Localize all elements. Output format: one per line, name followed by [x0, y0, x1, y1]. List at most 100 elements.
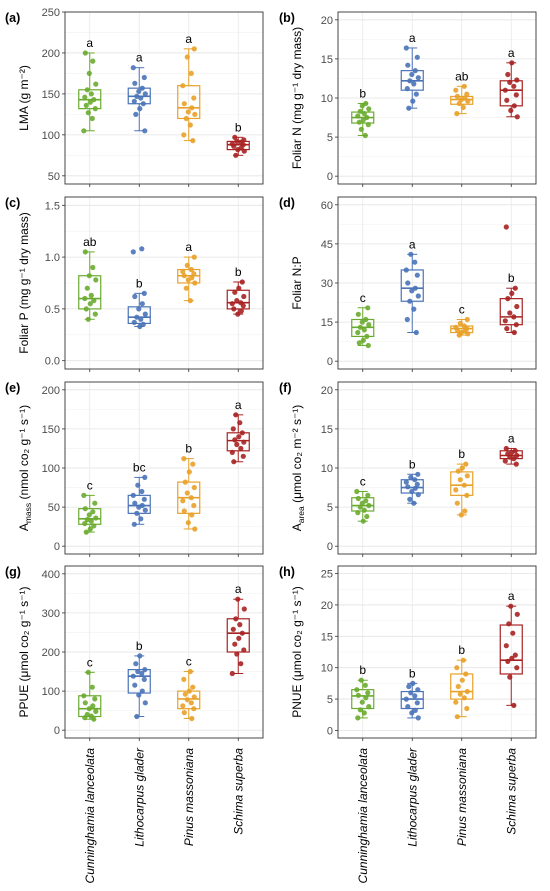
data-point	[511, 329, 517, 336]
data-point	[86, 70, 92, 76]
panel-e: 0 50 100 150 200 c bc b a (e) Amass (nmol co₂ g⁻¹ …	[5, 381, 264, 557]
data-point	[191, 706, 197, 712]
box-3	[226, 134, 250, 158]
data-point	[415, 687, 421, 693]
data-point	[366, 106, 372, 112]
y-tick-label: 60	[321, 200, 333, 212]
data-point	[503, 643, 509, 649]
data-point	[191, 254, 197, 260]
data-point	[415, 492, 421, 498]
data-point	[415, 75, 421, 81]
data-point	[180, 83, 186, 89]
data-point	[130, 65, 136, 71]
box-3	[499, 224, 523, 336]
data-point	[180, 703, 186, 709]
data-point	[93, 708, 99, 715]
data-point	[403, 479, 409, 485]
data-point	[230, 626, 236, 632]
panel-border	[64, 381, 264, 555]
data-point	[456, 100, 462, 107]
data-point	[403, 267, 409, 273]
y-tick-label: 50	[48, 171, 60, 183]
y-tick-label: 0	[327, 725, 333, 737]
data-point	[403, 696, 409, 702]
data-point	[84, 87, 90, 93]
data-point	[88, 91, 94, 97]
data-point	[131, 98, 137, 104]
significance-letter: b	[409, 666, 416, 680]
data-point	[412, 68, 418, 74]
data-point	[415, 293, 421, 299]
data-point	[408, 251, 414, 257]
box-iqr	[78, 508, 102, 525]
box-0	[78, 492, 102, 535]
data-point	[88, 292, 94, 298]
data-point	[142, 474, 148, 480]
y-axis-label: LMA (g m⁻²)	[17, 65, 31, 131]
y-tick-label: 45	[321, 239, 333, 251]
data-point	[84, 517, 90, 523]
data-point	[454, 665, 460, 671]
data-point	[84, 285, 90, 291]
data-point	[191, 484, 197, 491]
significance-letter: c	[459, 302, 465, 316]
data-point	[505, 296, 511, 302]
data-point	[142, 667, 148, 673]
data-point	[505, 658, 511, 665]
panel-label: (f)	[279, 381, 292, 395]
data-point	[191, 694, 197, 700]
significance-letter: b	[136, 639, 143, 653]
y-tick-label: 0.5	[45, 304, 60, 316]
box-2	[177, 254, 201, 304]
data-point	[141, 74, 147, 81]
data-point	[139, 246, 145, 252]
y-axis-label: Foliar N (mg g⁻¹ dry mass)	[290, 27, 304, 169]
data-point	[365, 690, 371, 696]
data-point	[232, 134, 238, 140]
data-point	[464, 316, 470, 323]
data-point	[504, 326, 510, 332]
box-0	[351, 677, 375, 721]
y-tick-label: 5	[327, 132, 333, 144]
box-1	[127, 65, 151, 134]
significance-letter: ab	[83, 235, 97, 249]
data-point	[132, 293, 138, 300]
data-point	[92, 696, 98, 702]
data-point	[453, 699, 459, 705]
x-category-label: Lithocarpus glader	[405, 747, 419, 847]
data-point	[89, 684, 95, 690]
data-point	[366, 502, 372, 509]
data-point	[229, 141, 235, 147]
data-point	[136, 306, 142, 312]
data-point	[136, 692, 142, 698]
data-point	[455, 683, 461, 690]
data-point	[140, 321, 146, 327]
data-point	[512, 448, 518, 454]
data-point	[82, 94, 88, 100]
data-point	[190, 138, 196, 144]
data-point	[361, 507, 367, 513]
data-point	[458, 512, 464, 518]
panel-b: 0 5 10 15 20 b a ab a (b) Foliar N (mg g⁻¹ dry mas…	[279, 11, 537, 187]
data-point	[461, 482, 467, 488]
significance-letter: b	[458, 447, 465, 461]
data-point	[234, 441, 240, 448]
box-3	[226, 412, 250, 465]
data-point	[514, 611, 520, 617]
y-tick-label: 200	[42, 48, 60, 60]
data-point	[503, 224, 509, 230]
significance-letter: b	[136, 276, 143, 290]
y-axis-label: Foliar P (mg g⁻¹ dry mass)	[17, 212, 31, 353]
x-category-label: Cunninghamia lanceolata	[83, 748, 97, 884]
data-point	[462, 508, 468, 514]
data-point	[130, 673, 136, 679]
y-tick-label: 200	[42, 385, 60, 397]
y-tick-label: 400	[42, 569, 60, 581]
data-point	[405, 704, 411, 710]
box-0	[78, 669, 102, 722]
data-point	[509, 290, 515, 296]
y-tick-label: 0	[327, 541, 333, 553]
data-point	[137, 106, 143, 112]
data-point	[88, 518, 94, 524]
data-point	[413, 329, 419, 336]
